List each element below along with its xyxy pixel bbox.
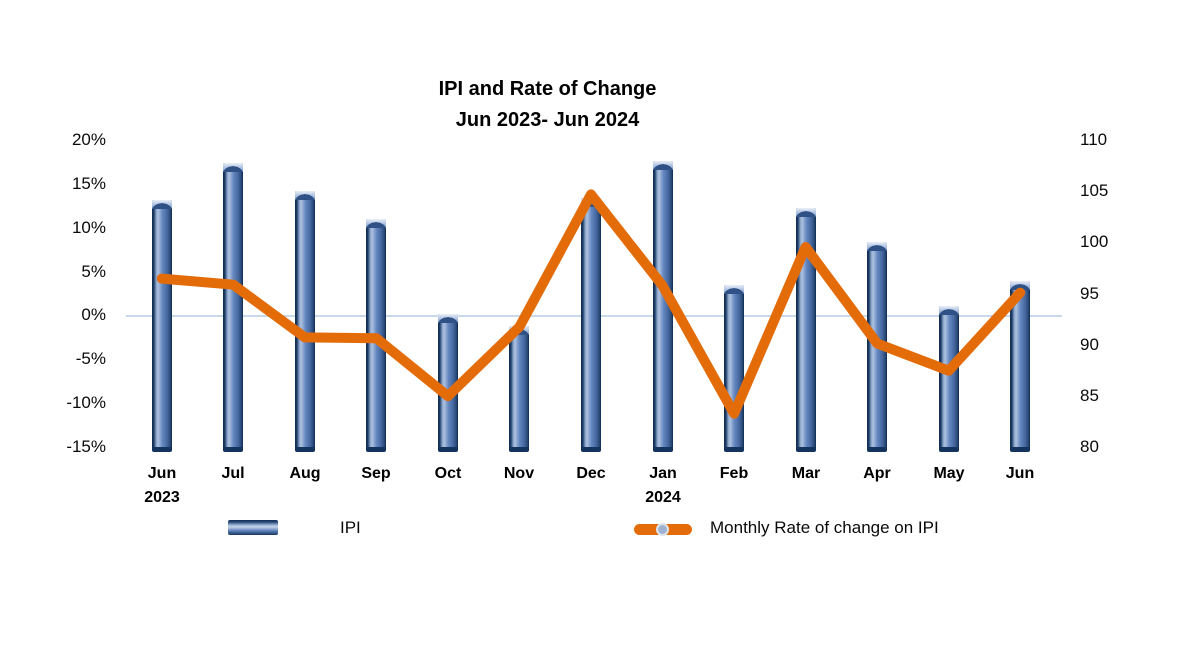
bar-top-cap (867, 242, 887, 251)
ipi-bar (939, 306, 959, 452)
x-axis-label: Dec (576, 465, 606, 482)
x-axis-label: Aug (289, 465, 321, 482)
y-left-tick-label: 20% (71, 130, 106, 149)
y-left-tick-label: -15% (66, 437, 106, 456)
x-axis-label: May (933, 465, 965, 482)
y-left-tick-label: 5% (81, 262, 106, 281)
plot-area (126, 140, 1062, 452)
ipi-bar (223, 163, 243, 452)
chart-title-line1: IPI and Rate of Change (438, 78, 657, 100)
bar-top-cap (724, 285, 744, 294)
ipi-bar (438, 314, 458, 452)
rate-line (156, 189, 1026, 419)
rate-line-legend-marker-icon (656, 523, 669, 536)
x-axis-label: Jan 2024 (645, 465, 681, 506)
bar-bottom-cap (581, 447, 601, 452)
y-right-tick-label: 95 (1080, 284, 1099, 303)
x-axis-label: Apr (863, 465, 891, 482)
chart-title: IPI and Rate of Change Jun 2023- Jun 202… (0, 74, 1095, 136)
y-right-tick-label: 80 (1080, 437, 1099, 456)
bar-bottom-cap (796, 447, 816, 452)
x-axis-label: Jul (221, 465, 245, 482)
y-right-tick-label: 110 (1080, 130, 1108, 149)
y-right-tick-label: 105 (1080, 181, 1109, 200)
y-left-tick-label: 0% (81, 305, 106, 324)
bar-top-cap (223, 163, 243, 172)
bar-bottom-cap (152, 447, 172, 452)
bar-bottom-cap (724, 447, 744, 452)
bar-top-cap (152, 200, 172, 209)
ipi-bar (653, 161, 673, 452)
y-left-tick-label: 15% (71, 174, 106, 193)
y-right-tick-label: 100 (1080, 232, 1109, 251)
bar-top-cap (796, 208, 816, 217)
bar-top-cap (653, 161, 673, 170)
ipi-bar (1010, 281, 1030, 452)
x-axis-label: Jun (1005, 465, 1035, 482)
bar-bottom-cap (653, 447, 673, 452)
rate-line-layer (156, 189, 1026, 419)
ipi-legend-label: IPI (340, 518, 361, 537)
x-axis-label: Oct (434, 465, 462, 482)
bar-bottom-cap (366, 447, 386, 452)
ipi-bar (152, 200, 172, 452)
y-left-tick-label: 10% (71, 218, 106, 237)
x-axis-label: Feb (719, 465, 749, 482)
y-left-tick-label: -5% (75, 349, 106, 368)
bar-bottom-cap (509, 447, 529, 452)
bar-bottom-cap (295, 447, 315, 452)
y-right-tick-label: 85 (1080, 386, 1099, 405)
bar-top-cap (939, 306, 959, 315)
bar-bottom-cap (867, 447, 887, 452)
ipi-bar (295, 191, 315, 452)
rate-legend-label: Monthly Rate of change on IPI (710, 518, 939, 537)
bar-bottom-cap (223, 447, 243, 452)
y-left-tick-label: -10% (66, 393, 106, 412)
bar-bottom-cap (438, 447, 458, 452)
bar-top-cap (1010, 281, 1030, 290)
x-axis-label: Jun 2023 (144, 465, 180, 506)
x-axis-label: Nov (503, 465, 535, 482)
bar-top-cap (366, 219, 386, 228)
y-right-tick-label: 90 (1080, 335, 1099, 354)
bar-top-cap (295, 191, 315, 200)
ipi-bar-legend-swatch (228, 520, 278, 535)
x-axis-label: Mar (791, 465, 821, 482)
bar-top-cap (438, 314, 458, 323)
bar-bottom-cap (1010, 447, 1030, 452)
bar-bottom-cap (939, 447, 959, 452)
x-axis-label: Sep (361, 465, 391, 482)
chart-title-line2: Jun 2023- Jun 2024 (455, 109, 640, 131)
